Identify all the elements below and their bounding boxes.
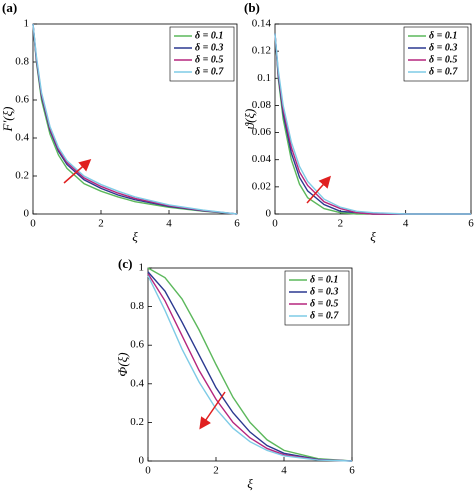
legend-label: δ = 0.7 (310, 310, 339, 321)
series-line (147, 273, 353, 462)
y-tick-label: 0.6 (130, 339, 144, 351)
y-tick-label: 0.2 (15, 170, 29, 182)
y-tick-label: 0.8 (130, 300, 144, 312)
series-line (32, 23, 238, 215)
x-tick-label: 0 (272, 218, 278, 230)
y-tick-label: 0.4 (130, 377, 144, 389)
y-tick-label: 0.8 (15, 56, 29, 68)
y-tick-label: 0.14 (252, 18, 272, 30)
y-tick-label: 0.04 (252, 153, 272, 165)
legend-label: δ = 0.3 (195, 42, 223, 53)
x-axis-label: ξ (247, 476, 253, 491)
legend-label: δ = 0.5 (310, 298, 338, 309)
x-tick-label: 4 (403, 218, 409, 230)
y-axis-label: ϑ(ξ) (242, 109, 257, 130)
x-axis-label: ξ (370, 229, 376, 244)
x-tick-label: 6 (349, 465, 355, 477)
y-tick-label: 0.02 (252, 180, 271, 192)
x-tick-label: 0 (145, 465, 151, 477)
y-tick-label: 1 (139, 262, 145, 274)
legend-label: δ = 0.5 (195, 54, 223, 65)
x-tick-label: 4 (281, 465, 287, 477)
y-tick-label: 0.06 (252, 126, 272, 138)
x-tick-label: 6 (468, 218, 474, 230)
y-axis-label: F′(ξ) (0, 106, 15, 132)
y-tick-label: 0.2 (130, 416, 144, 428)
y-tick-label: 1 (24, 18, 30, 30)
legend-label: δ = 0.7 (195, 66, 224, 77)
arrow (306, 175, 331, 204)
x-tick-label: 2 (338, 218, 344, 230)
legend-label: δ = 0.5 (429, 54, 457, 65)
series-line (147, 275, 353, 462)
x-tick-label: 2 (98, 218, 104, 230)
y-tick-label: 0 (24, 208, 30, 220)
y-tick-label: 0.4 (15, 132, 29, 144)
y-axis-label: Φ(ξ) (115, 352, 130, 376)
legend-label: δ = 0.3 (310, 286, 338, 297)
y-tick-label: 0.12 (252, 45, 271, 57)
legend-label: δ = 0.1 (310, 274, 338, 285)
series-line (32, 23, 238, 215)
series-line (274, 33, 471, 215)
x-axis-label: ξ (132, 229, 138, 244)
x-tick-label: 4 (166, 218, 172, 230)
series-line (147, 267, 353, 462)
y-tick-label: 0 (266, 208, 272, 220)
arrow (63, 159, 92, 184)
legend-label: δ = 0.1 (429, 30, 457, 41)
legend-label: δ = 0.3 (429, 42, 457, 53)
x-tick-label: 2 (213, 465, 219, 477)
y-tick-label: 0.1 (257, 72, 271, 84)
y-tick-label: 0 (139, 455, 145, 467)
x-tick-label: 6 (234, 218, 240, 230)
x-tick-label: 0 (30, 218, 36, 230)
y-tick-label: 0.6 (15, 94, 29, 106)
series-line (147, 271, 353, 462)
legend-label: δ = 0.7 (429, 66, 458, 77)
arrow (199, 391, 226, 430)
y-tick-label: 0.08 (252, 99, 272, 111)
panel-label: (b) (244, 0, 260, 15)
legend-label: δ = 0.1 (195, 30, 223, 41)
panel-label: (a) (2, 0, 17, 15)
panel-label: (c) (118, 256, 132, 271)
